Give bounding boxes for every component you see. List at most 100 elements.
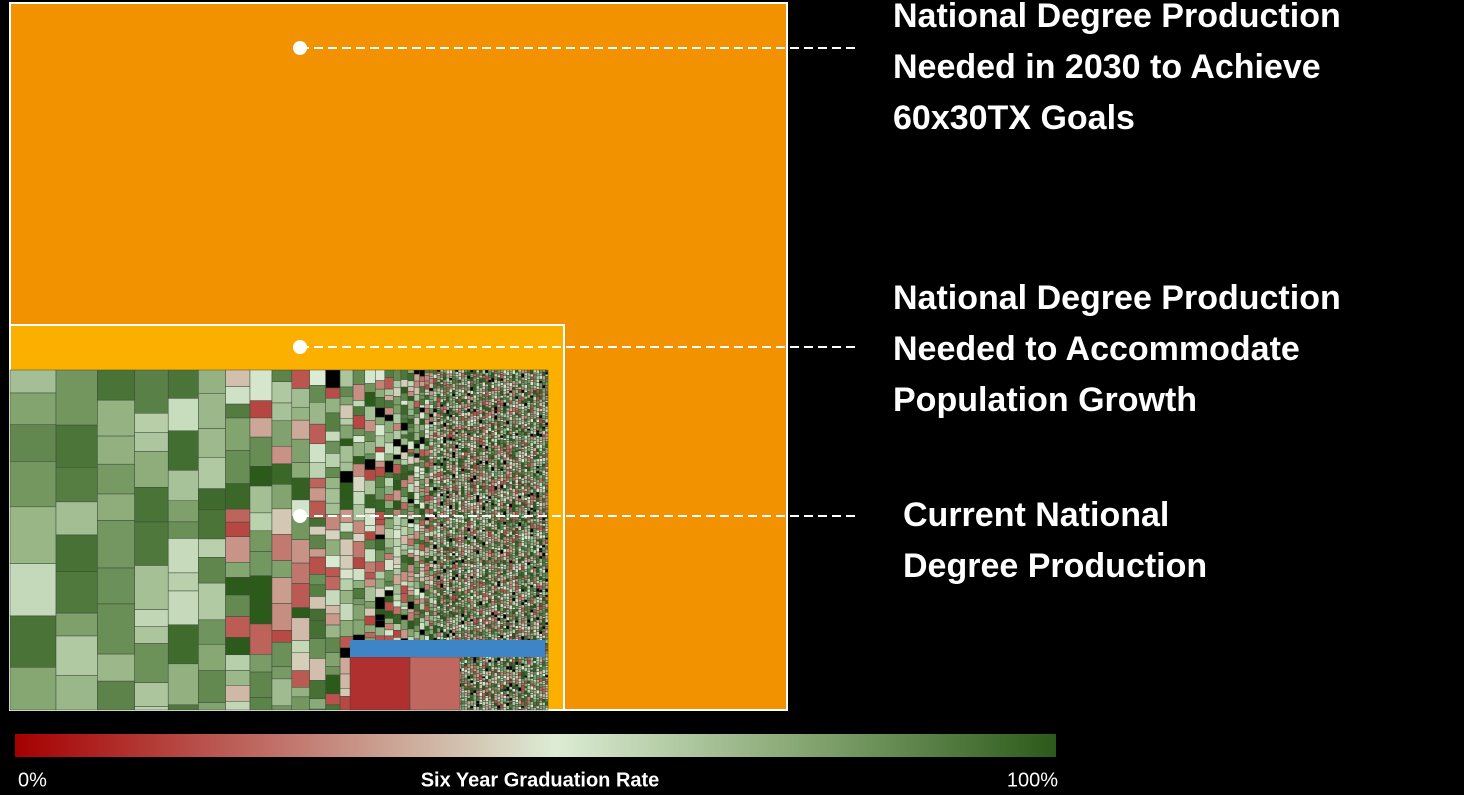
tile (503, 570, 507, 575)
tile (470, 371, 474, 375)
tile (452, 469, 456, 475)
tile (500, 570, 504, 574)
tile (518, 693, 522, 698)
tile (521, 406, 525, 410)
tile (55, 424, 98, 468)
tile (364, 494, 376, 509)
tile (518, 530, 522, 535)
tile (443, 561, 447, 565)
tile (506, 496, 510, 500)
tile (440, 521, 444, 525)
tile (476, 538, 480, 543)
tile (479, 594, 483, 599)
tile (509, 448, 513, 453)
tile (518, 683, 522, 688)
tile (494, 504, 498, 507)
tile (524, 577, 528, 581)
tile (446, 400, 450, 404)
tile (533, 523, 537, 527)
tile (491, 677, 495, 681)
tile (467, 660, 471, 664)
tile (424, 605, 430, 613)
tile (419, 391, 425, 396)
tile (536, 699, 540, 703)
tile (428, 610, 434, 616)
tile (491, 634, 495, 638)
tile (512, 417, 516, 421)
tile (452, 613, 456, 618)
tile (393, 546, 402, 558)
tile (473, 505, 477, 510)
tile (503, 480, 507, 485)
tile (530, 612, 534, 616)
tile (375, 460, 386, 468)
tile (467, 486, 471, 492)
tile (500, 698, 504, 702)
tile (440, 462, 444, 467)
tile (419, 508, 425, 516)
tile (515, 702, 519, 705)
tile (530, 395, 534, 398)
tile (470, 475, 474, 479)
tile (530, 551, 534, 557)
tile (364, 525, 376, 532)
tile (515, 680, 519, 685)
tile (530, 381, 534, 386)
tile (488, 675, 492, 679)
tile (167, 663, 199, 706)
tile (339, 386, 354, 397)
tile (515, 598, 519, 603)
tile (497, 463, 501, 467)
tile (476, 466, 480, 471)
tile (506, 470, 510, 476)
tile (393, 529, 402, 540)
tile (503, 488, 507, 492)
tile (506, 434, 510, 439)
tile (506, 369, 510, 373)
tile (407, 538, 415, 547)
tile (476, 400, 480, 405)
tile (536, 658, 540, 663)
tile (461, 664, 465, 668)
tile (485, 406, 489, 411)
tile (506, 562, 510, 567)
tile (488, 407, 492, 410)
tile (482, 588, 486, 592)
tile (443, 463, 447, 469)
tile (476, 517, 480, 521)
tile (488, 454, 492, 459)
tile (440, 439, 444, 445)
tile (375, 476, 386, 489)
tile (479, 396, 483, 401)
tile (198, 393, 226, 429)
tile (458, 401, 462, 405)
tile (506, 680, 510, 684)
tile (449, 480, 453, 485)
tile (491, 453, 495, 456)
tile (488, 386, 492, 390)
tile (479, 406, 483, 412)
tile (473, 548, 477, 552)
tile (476, 700, 480, 704)
tile (291, 687, 310, 698)
tile (440, 546, 444, 551)
tile (407, 452, 415, 457)
tile (503, 632, 507, 636)
tile (464, 555, 468, 560)
tile (488, 382, 492, 387)
tile (428, 453, 434, 457)
tile (449, 405, 453, 409)
tile (533, 671, 537, 676)
tile (485, 552, 489, 557)
tile (500, 553, 504, 558)
tile (494, 564, 498, 569)
tile (500, 425, 504, 428)
tile (515, 690, 519, 693)
tile (512, 555, 516, 560)
tile (464, 679, 468, 684)
tile (536, 602, 540, 607)
tile (455, 450, 459, 454)
tile (443, 388, 447, 393)
tile (524, 660, 528, 665)
tile (407, 581, 415, 588)
